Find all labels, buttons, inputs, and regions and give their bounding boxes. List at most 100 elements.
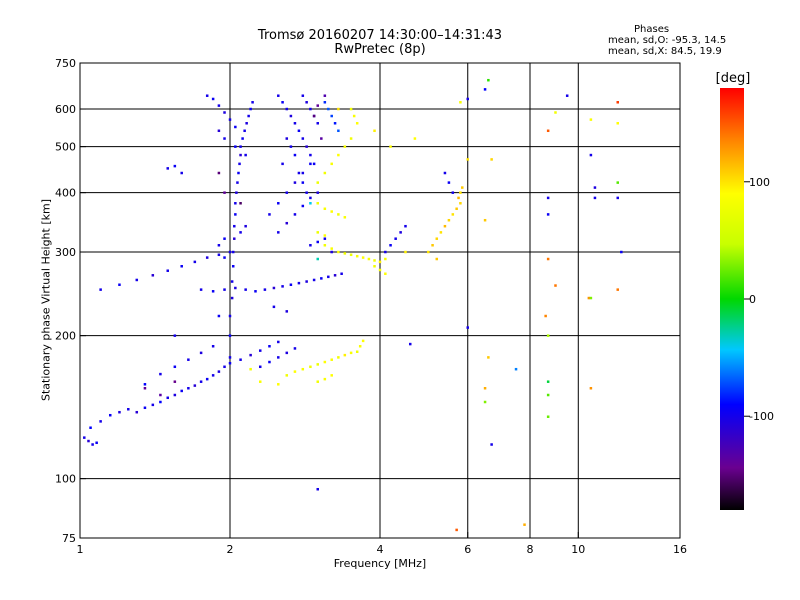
echo-point <box>268 213 271 216</box>
echo-point <box>228 334 232 337</box>
echo-point <box>337 250 340 254</box>
echo-point <box>546 196 550 200</box>
echo-point <box>483 88 487 91</box>
echo-point <box>143 386 147 390</box>
echo-point <box>589 153 593 157</box>
echo-point <box>355 122 359 125</box>
echo-point <box>323 101 327 104</box>
echo-point <box>234 145 237 148</box>
y-tick-label: 750 <box>55 57 76 70</box>
echo-point <box>554 111 557 114</box>
echo-point <box>293 153 297 157</box>
echo-point <box>233 224 236 228</box>
echo-point <box>108 413 112 417</box>
echo-point <box>143 406 147 410</box>
echo-point <box>237 171 240 175</box>
echo-point <box>118 283 121 286</box>
axis-ticks: 1 2 4 6 8 10 16 75 100 200 300 400 500 600 750 <box>55 57 687 556</box>
colorbar-tick-label: -100 <box>749 410 774 423</box>
echo-point <box>490 443 493 446</box>
echo-point <box>316 363 319 366</box>
echo-point <box>305 101 308 104</box>
echo-point <box>361 256 365 259</box>
echo-point <box>333 274 337 277</box>
chart-title-line2: RwPretec (8p) <box>334 42 426 57</box>
echo-point <box>293 122 297 125</box>
echo-point <box>349 107 353 111</box>
echo-point <box>258 349 262 352</box>
echo-point <box>404 224 407 228</box>
echo-point <box>546 393 550 397</box>
echo-point <box>337 129 340 133</box>
echo-point <box>199 288 203 291</box>
phases-heading: Phases <box>634 24 670 35</box>
echo-point <box>193 260 197 264</box>
echo-point <box>323 207 327 211</box>
echo-point <box>305 191 308 194</box>
echo-point <box>289 114 293 118</box>
x-tick-label: 10 <box>571 543 585 556</box>
echo-point <box>343 216 347 219</box>
echo-point <box>323 377 327 381</box>
echo-point <box>337 356 340 359</box>
echo-point <box>289 145 293 148</box>
echo-point <box>593 186 597 189</box>
echo-point <box>616 181 619 184</box>
echo-point <box>587 296 591 300</box>
echo-point <box>285 221 289 225</box>
colorbar-label: [deg] <box>716 71 751 86</box>
echo-point <box>211 374 215 377</box>
echo-point <box>443 171 447 175</box>
echo-point <box>277 356 280 359</box>
y-tick-label: 75 <box>62 532 76 545</box>
colorbar-tick-label: 0 <box>749 293 756 306</box>
echo-point <box>457 196 460 200</box>
echo-point <box>239 145 242 148</box>
echo-point <box>620 250 623 254</box>
echo-point <box>223 111 226 114</box>
echo-point <box>277 383 280 386</box>
echo-point <box>99 420 102 423</box>
echo-point <box>589 386 593 390</box>
echo-point <box>217 171 221 175</box>
echo-point <box>205 377 209 381</box>
echo-point <box>455 528 458 532</box>
echo-point <box>309 196 312 200</box>
echo-point <box>323 360 327 364</box>
echo-point <box>466 158 469 161</box>
echo-point <box>323 94 327 97</box>
echo-point <box>151 403 155 407</box>
echo-point <box>394 237 397 240</box>
echo-point <box>487 356 490 359</box>
x-tick-label: 2 <box>227 543 234 556</box>
echo-point <box>330 162 333 166</box>
echo-point <box>378 260 382 264</box>
echo-point <box>316 104 319 107</box>
echo-point <box>309 202 312 205</box>
echo-point <box>343 145 347 148</box>
echo-point <box>293 347 297 350</box>
echo-point <box>330 247 333 250</box>
echo-point <box>217 253 221 257</box>
echo-point <box>330 358 333 361</box>
echo-point <box>323 171 327 175</box>
echo-point <box>546 380 550 383</box>
echo-point <box>151 274 155 277</box>
echo-point <box>199 380 203 383</box>
echo-point <box>234 286 237 290</box>
echo-point <box>289 283 293 286</box>
echo-point <box>358 344 362 348</box>
echo-point <box>301 367 305 371</box>
echo-point <box>159 393 162 397</box>
echo-point <box>236 181 239 184</box>
echo-point <box>455 207 458 211</box>
echo-point <box>135 410 139 414</box>
echo-point <box>316 257 319 261</box>
echo-point <box>337 213 340 216</box>
echo-point <box>285 310 289 313</box>
echo-point <box>87 439 90 443</box>
echo-point <box>435 257 439 261</box>
echo-point <box>305 145 308 148</box>
echo-point <box>373 259 376 262</box>
echo-point <box>228 314 232 318</box>
